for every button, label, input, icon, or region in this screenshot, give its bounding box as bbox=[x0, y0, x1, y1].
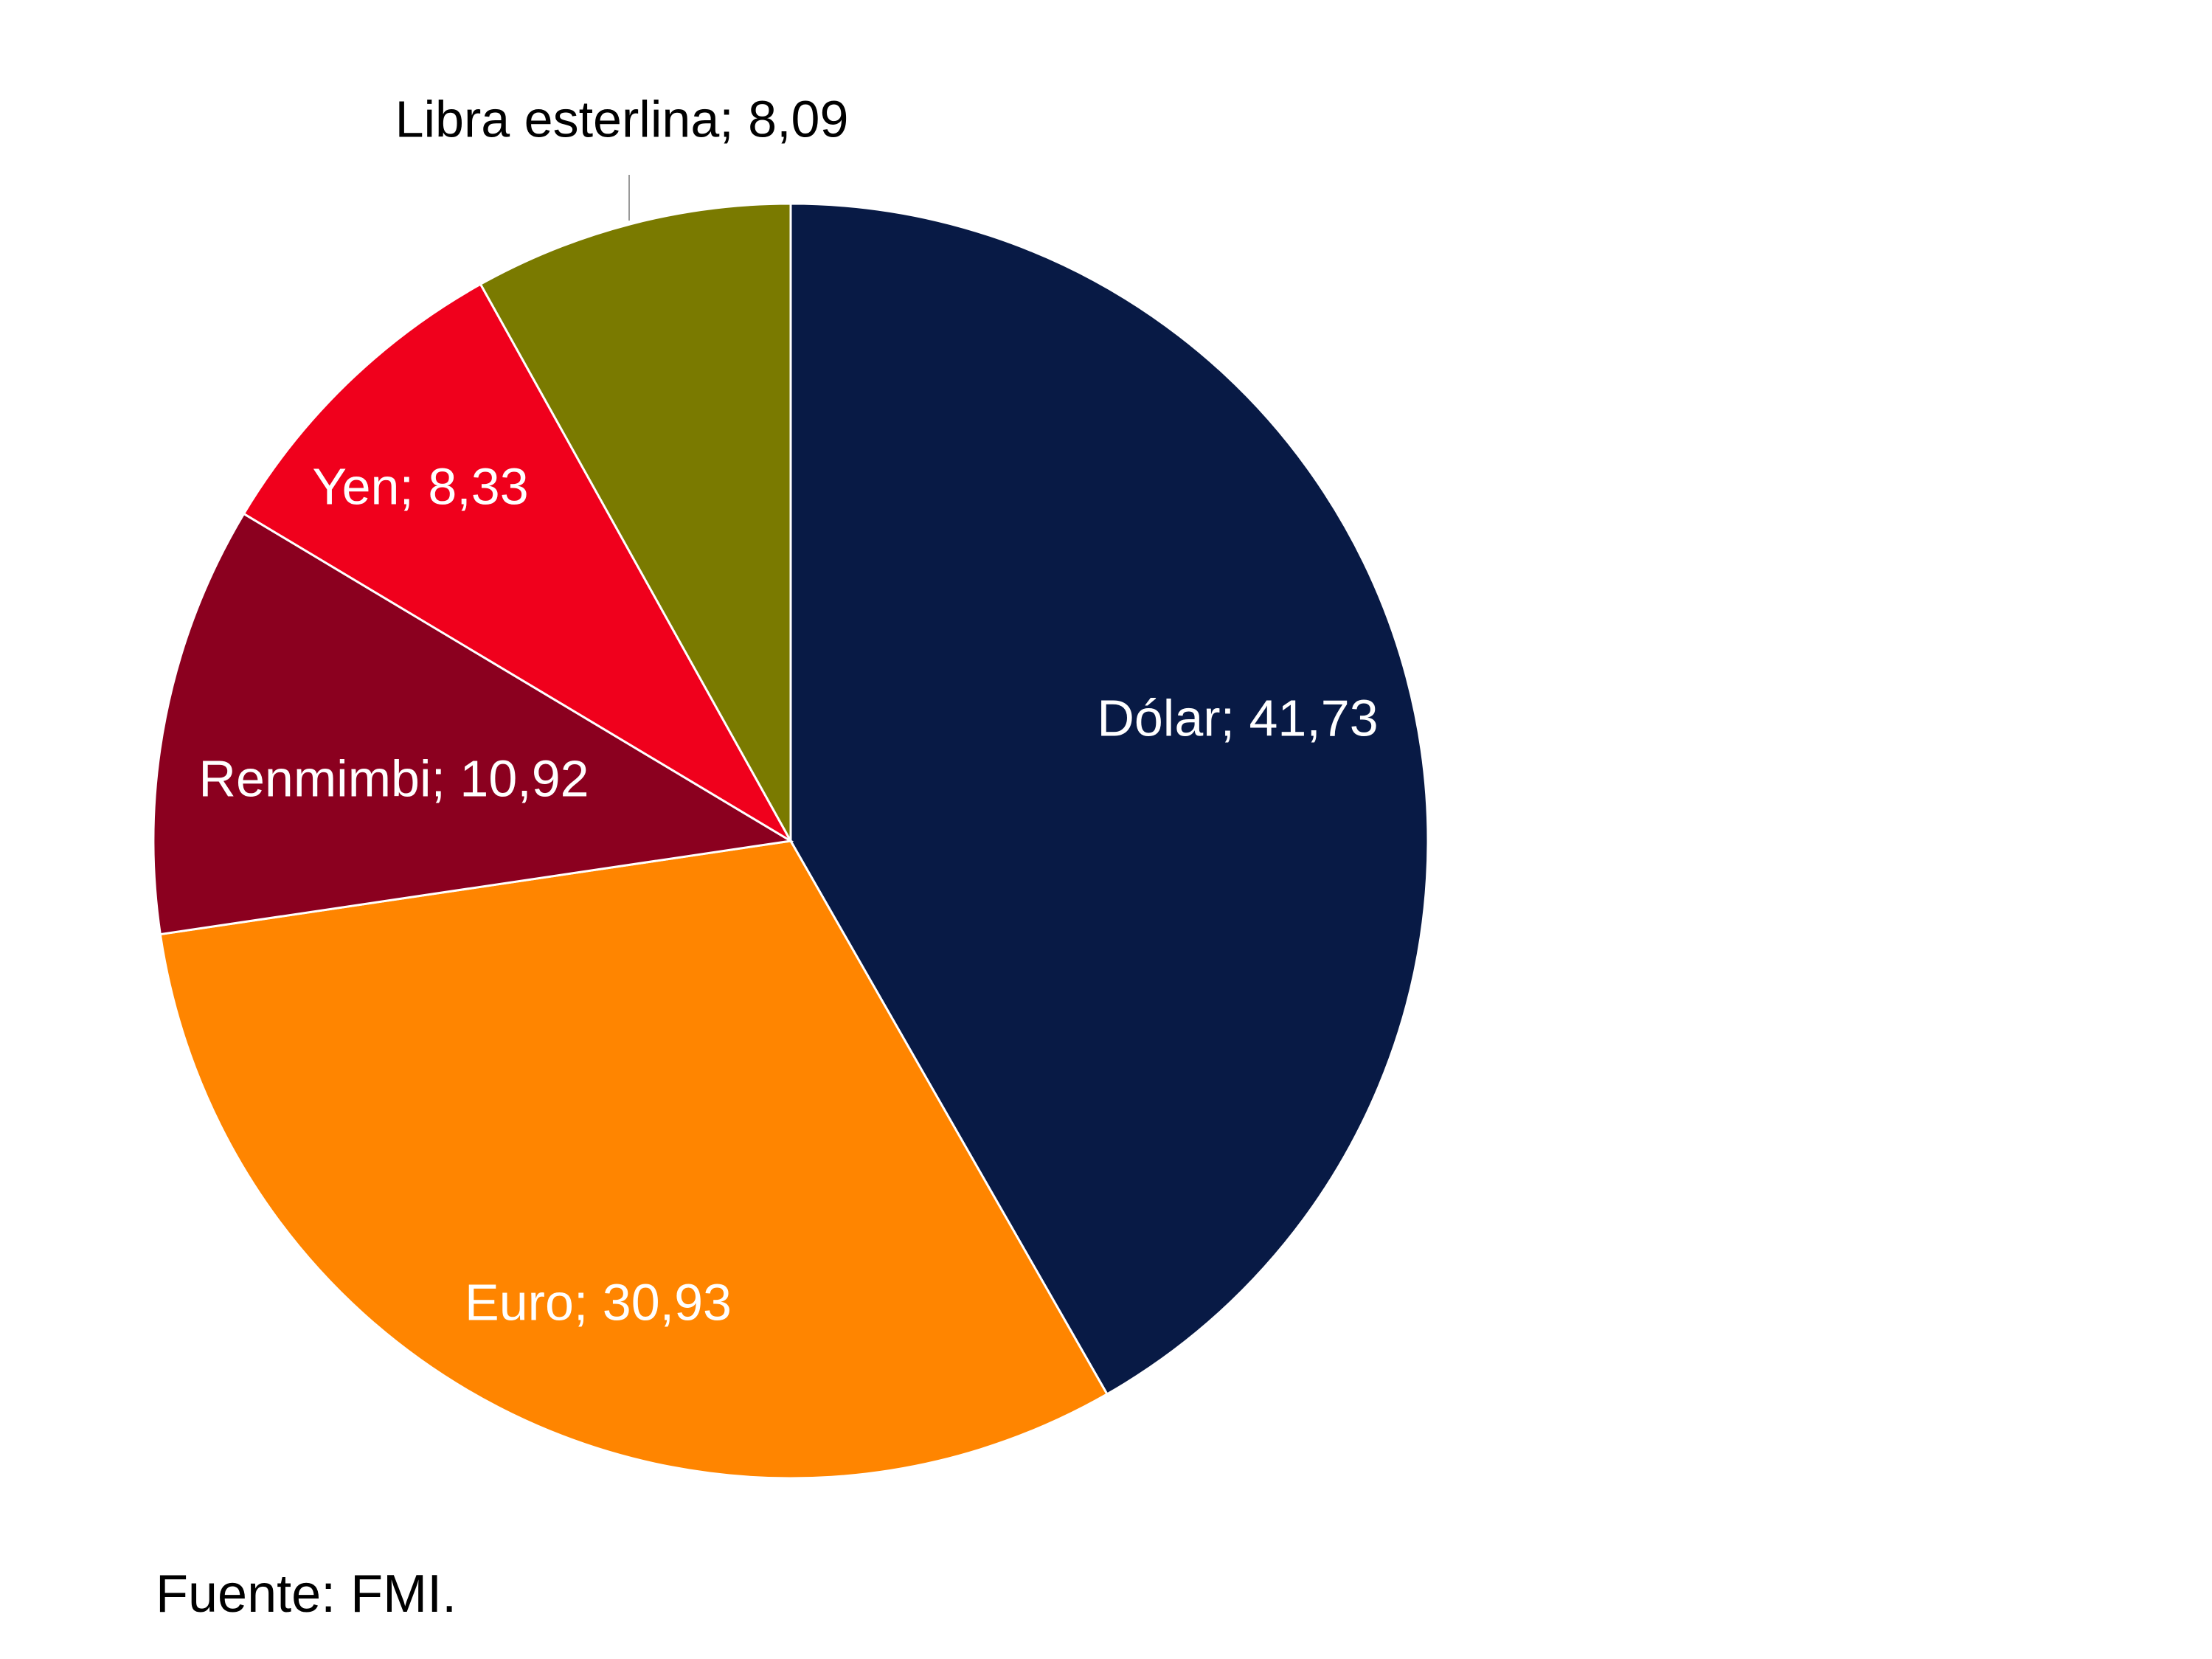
pie-slice-euro bbox=[159, 839, 1109, 1480]
slice-labels: Dólar; 41,73 Euro; 30,93 Renmimbi; 10,92 Ye… bbox=[198, 90, 1378, 1331]
slice-label-dólar: Dólar; 41,73 bbox=[1097, 689, 1378, 747]
pie-slice-renmimbi bbox=[152, 512, 794, 936]
slice-label-renmimbi: Renmimbi; 10,92 bbox=[198, 749, 589, 807]
source-note: Fuente: FMI. bbox=[156, 1565, 457, 1624]
slice-label-libra-esterlina: Libra esterlina; 8,09 bbox=[395, 90, 849, 148]
pie-slice-dólar bbox=[789, 202, 1429, 1396]
pie-slice-libra-esterlina bbox=[479, 202, 792, 845]
slice-label-yen: Yen; 8,33 bbox=[312, 457, 528, 515]
pie-slice-yen bbox=[242, 283, 794, 845]
pie-slices bbox=[152, 202, 1429, 1480]
slice-label-euro: Euro; 30,93 bbox=[465, 1273, 732, 1331]
